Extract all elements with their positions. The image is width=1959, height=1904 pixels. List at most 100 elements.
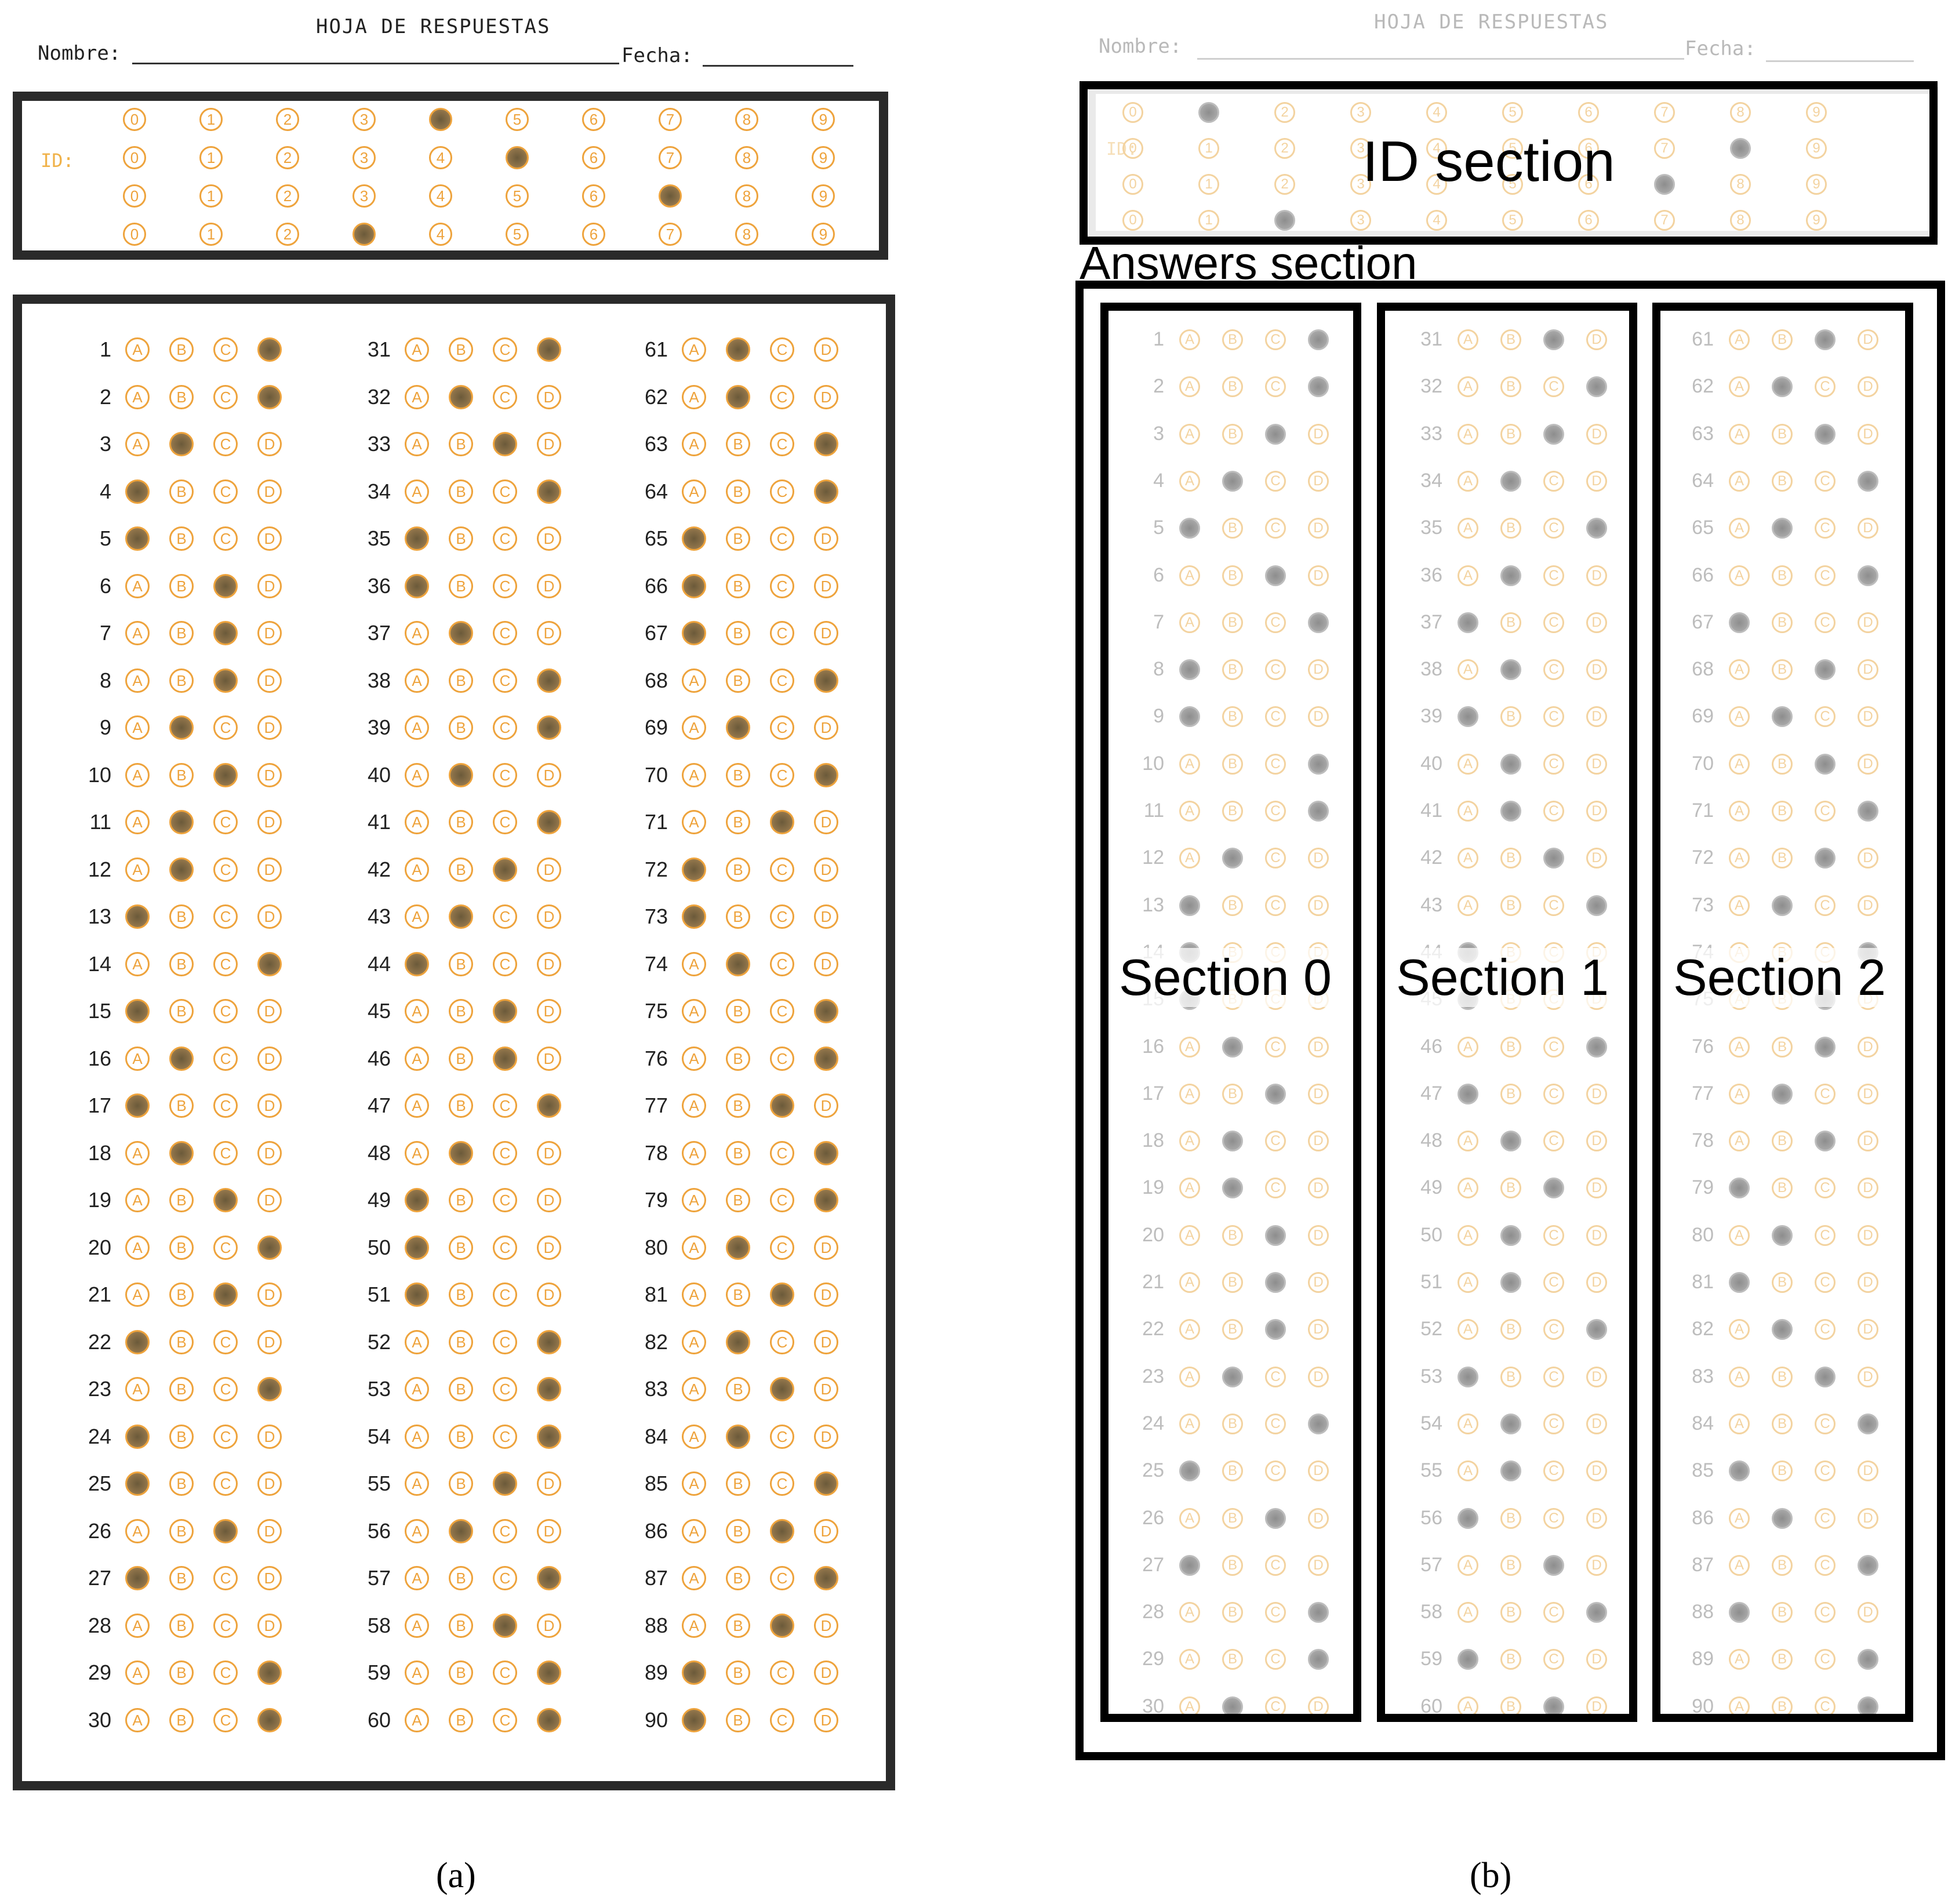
answer-bubble-q79-A: A bbox=[1729, 1178, 1750, 1199]
id-bubble-row4-digit-7: 7 bbox=[1654, 210, 1675, 231]
answer-bubble-q3-D: D bbox=[1308, 423, 1329, 445]
question-number: 22 bbox=[88, 1329, 111, 1354]
question-number: 86 bbox=[644, 1518, 668, 1543]
answer-bubble-q68-D: D bbox=[1858, 659, 1878, 681]
answer-bubble-q6-A: A bbox=[1179, 565, 1200, 586]
question-number: 44 bbox=[367, 951, 391, 976]
answer-bubble-q89-B: B bbox=[1772, 1649, 1793, 1670]
answer-bubble-q35-B: B bbox=[449, 526, 473, 551]
answer-bubble-q88-D: D bbox=[1858, 1602, 1878, 1623]
answer-bubble-q76-D: D bbox=[814, 1046, 838, 1071]
answer-bubble-q56-B: B bbox=[449, 1518, 473, 1543]
answer-bubble-q13-C: C bbox=[213, 904, 238, 929]
answer-bubble-q82-A: A bbox=[1729, 1319, 1750, 1340]
answer-bubble-q78-B: B bbox=[1772, 1131, 1793, 1152]
answer-bubble-q64-D: D bbox=[814, 479, 838, 504]
answer-bubble-q63-A: A bbox=[1729, 423, 1750, 445]
answer-bubble-q77-D: D bbox=[814, 1093, 838, 1118]
question-number: 11 bbox=[1143, 800, 1164, 822]
answer-bubble-q5-C: C bbox=[1265, 518, 1286, 539]
answer-bubble-q88-C: C bbox=[1815, 1602, 1836, 1623]
question-number: 9 bbox=[1153, 705, 1164, 728]
question-number: 7 bbox=[1153, 611, 1164, 633]
answer-bubble-q26-C: C bbox=[213, 1518, 238, 1543]
answer-bubble-q20-A: A bbox=[125, 1235, 150, 1260]
answer-bubble-q12-D: D bbox=[257, 857, 282, 882]
answer-bubble-q43-B: B bbox=[449, 904, 473, 929]
answer-bubble-q38-B: B bbox=[1500, 659, 1521, 681]
question-number: 65 bbox=[644, 526, 668, 550]
id-bubble-row3-digit-4: 4 bbox=[1426, 174, 1447, 195]
question-number: 63 bbox=[644, 432, 668, 456]
answer-bubble-q22-D: D bbox=[1308, 1319, 1329, 1340]
answer-bubble-q48-C: C bbox=[1543, 1131, 1564, 1152]
answer-bubble-q67-C: C bbox=[1815, 612, 1836, 633]
answer-bubble-q79-D: D bbox=[1858, 1178, 1878, 1199]
answer-bubble-q36-B: B bbox=[449, 573, 473, 598]
answer-bubble-q17-C: C bbox=[1265, 1083, 1286, 1104]
answer-bubble-q9-A: A bbox=[125, 715, 150, 740]
answer-bubble-q69-C: C bbox=[770, 715, 794, 740]
answers-section-box bbox=[1075, 281, 1945, 1760]
answer-bubble-q90-D: D bbox=[814, 1707, 838, 1732]
answer-bubble-q37-B: B bbox=[1500, 612, 1521, 633]
id-bubble-row1-digit-8: 8 bbox=[1730, 102, 1751, 123]
answer-bubble-q26-A: A bbox=[1179, 1507, 1200, 1529]
answer-bubble-q87-C: C bbox=[1815, 1554, 1836, 1576]
answer-bubble-q64-D: D bbox=[1858, 470, 1878, 492]
answer-bubble-q63-D: D bbox=[1858, 423, 1878, 445]
answer-bubble-q35-D: D bbox=[537, 526, 561, 551]
answer-bubble-q27-C: C bbox=[213, 1566, 238, 1590]
question-number: 64 bbox=[644, 479, 668, 503]
question-number: 37 bbox=[1420, 611, 1442, 633]
answer-bubble-q89-C: C bbox=[1815, 1649, 1836, 1670]
question-number: 74 bbox=[644, 951, 668, 976]
id-bubble-row1-digit-9: 9 bbox=[1806, 102, 1827, 123]
answer-bubble-q36-D: D bbox=[1586, 565, 1607, 586]
answer-bubble-q13-D: D bbox=[1308, 895, 1329, 916]
answer-bubble-q8-A: A bbox=[1179, 659, 1200, 681]
id-bubble-row1-digit-6: 6 bbox=[582, 108, 605, 131]
answer-bubble-q41-B: B bbox=[1500, 801, 1521, 822]
answer-bubble-q33-D: D bbox=[537, 432, 561, 456]
answer-bubble-q32-A: A bbox=[1458, 376, 1478, 398]
answer-bubble-q2-C: C bbox=[1265, 376, 1286, 398]
answer-bubble-q72-B: B bbox=[1772, 848, 1793, 869]
answer-bubble-q52-C: C bbox=[493, 1329, 517, 1354]
answer-bubble-q19-B: B bbox=[169, 1188, 194, 1212]
answer-bubble-q10-D: D bbox=[1308, 753, 1329, 775]
question-number: 51 bbox=[1420, 1271, 1442, 1293]
answer-bubble-q11-D: D bbox=[1308, 801, 1329, 822]
answer-bubble-q45-B: B bbox=[449, 999, 473, 1023]
question-number: 60 bbox=[367, 1707, 391, 1732]
answer-bubble-q72-D: D bbox=[814, 857, 838, 882]
answer-bubble-q41-D: D bbox=[1586, 801, 1607, 822]
answer-bubble-q8-D: D bbox=[1308, 659, 1329, 681]
answer-bubble-q73-A: A bbox=[1729, 895, 1750, 916]
answer-bubble-q30-C: C bbox=[213, 1707, 238, 1732]
question-number: 40 bbox=[1420, 752, 1442, 775]
answer-bubble-q13-B: B bbox=[169, 904, 194, 929]
answer-bubble-q51-C: C bbox=[1543, 1272, 1564, 1293]
answer-bubble-q72-D: D bbox=[1858, 848, 1878, 869]
answer-bubble-q88-B: B bbox=[726, 1613, 750, 1638]
answer-bubble-q18-D: D bbox=[257, 1140, 282, 1165]
answer-bubble-q76-D: D bbox=[1858, 1036, 1878, 1058]
question-number: 59 bbox=[367, 1660, 391, 1684]
answer-bubble-q5-D: D bbox=[257, 526, 282, 551]
answer-bubble-q62-C: C bbox=[1815, 376, 1836, 398]
answer-bubble-q76-C: C bbox=[1815, 1036, 1836, 1058]
id-bubble-row3-digit-6: 6 bbox=[1578, 174, 1599, 195]
answer-bubble-q25-D: D bbox=[1308, 1460, 1329, 1482]
answer-bubble-q59-C: C bbox=[493, 1660, 517, 1685]
question-number: 57 bbox=[1420, 1553, 1442, 1576]
answer-bubble-q26-B: B bbox=[169, 1518, 194, 1543]
question-number: 36 bbox=[367, 573, 391, 598]
answer-bubble-q29-D: D bbox=[1308, 1649, 1329, 1670]
answer-bubble-q53-B: B bbox=[449, 1377, 473, 1401]
answer-bubble-q5-A: A bbox=[1179, 518, 1200, 539]
answer-bubble-q67-D: D bbox=[1858, 612, 1878, 633]
answer-bubble-q21-D: D bbox=[1308, 1272, 1329, 1293]
answer-bubble-q62-D: D bbox=[814, 384, 838, 409]
answer-bubble-q74-D: D bbox=[814, 951, 838, 976]
